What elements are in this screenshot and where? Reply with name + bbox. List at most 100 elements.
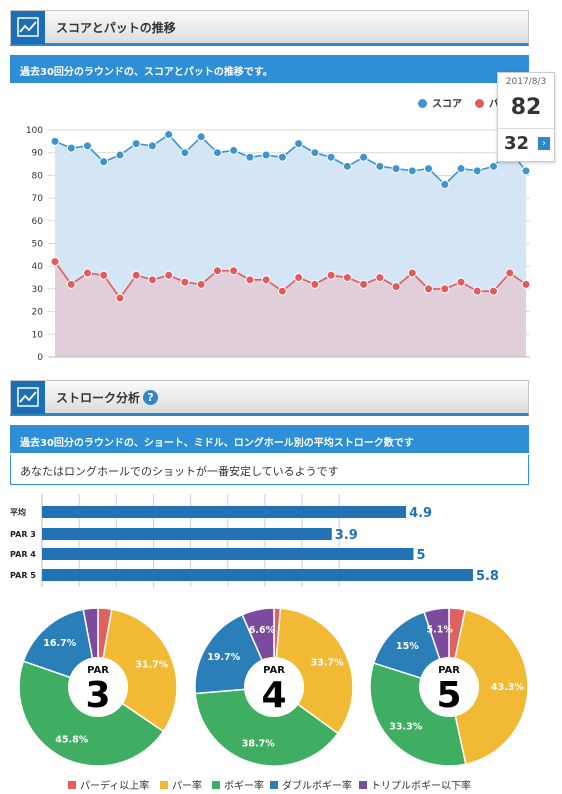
pie-slice-label: 33.3% [389, 721, 422, 732]
pie-center [68, 657, 128, 717]
chevron-right-icon[interactable]: › [538, 137, 550, 150]
putt-point [505, 268, 515, 278]
pie-slice [448, 608, 529, 766]
pie-legend-birdie: パーディ以上率 [68, 777, 149, 792]
score-point [164, 130, 174, 140]
putt-point [99, 270, 109, 280]
stroke-analysis-section-header: ストローク分析 ? [10, 380, 529, 416]
putt-point [359, 279, 369, 289]
score-point [310, 148, 320, 158]
score-point [359, 152, 369, 162]
legend-putt[interactable]: パ [475, 95, 499, 110]
legend-label: パー率 [172, 781, 202, 792]
score-point [180, 148, 190, 158]
putt-point [50, 257, 60, 267]
putt-point [115, 293, 125, 303]
score-point [407, 166, 417, 176]
score-point [229, 145, 239, 155]
putt-point [375, 273, 385, 283]
stroke-analysis-description: 過去30回分のラウンドの、ショート、ミドル、ロングホール別の平均ストローク数です [10, 425, 529, 453]
y-tick-label: 70 [32, 194, 44, 204]
y-tick-label: 40 [32, 262, 44, 272]
pie-slice-label: 33.7% [311, 658, 344, 669]
pie-center-number: 4 [261, 675, 286, 716]
legend-score[interactable]: スコア [418, 95, 462, 110]
score-point [277, 152, 287, 162]
score-point [489, 161, 499, 171]
score-point [66, 143, 76, 153]
score-point [261, 150, 271, 160]
score-point [99, 157, 109, 167]
score-point [50, 136, 60, 146]
bar-category-label: PAR 3 [10, 530, 36, 539]
putt-point [521, 279, 531, 289]
legend-swatch [270, 781, 278, 789]
score-point [147, 141, 157, 151]
pie-center-number: 3 [85, 675, 110, 716]
score-point [131, 139, 141, 149]
y-tick-label: 0 [37, 353, 43, 363]
pie-center [244, 657, 304, 717]
putt-point [294, 273, 304, 283]
score-point [521, 166, 531, 176]
pie-center-par-label: PAR [438, 665, 460, 676]
putt-point [424, 284, 434, 294]
putt-point [472, 286, 482, 296]
putt-point [245, 275, 255, 285]
putt-point [82, 268, 92, 278]
y-tick-label: 30 [32, 285, 44, 295]
score-point [440, 179, 450, 189]
legend-swatch [160, 781, 168, 789]
pie-legend-par: パー率 [160, 777, 202, 792]
score-point [212, 148, 222, 158]
help-icon[interactable]: ? [143, 390, 158, 405]
putt-point [212, 266, 222, 276]
score-legend-dot [418, 99, 427, 108]
data-tooltip: 2017/8/3 82 32 › [497, 72, 555, 162]
y-tick-label: 60 [32, 217, 44, 227]
bar [42, 569, 473, 581]
putt-point [196, 279, 206, 289]
section-title: ストローク分析 [56, 391, 141, 405]
legend-swatch [68, 781, 76, 789]
line-chart-icon [11, 11, 45, 44]
putt-legend-dot [475, 99, 484, 108]
pie-slice [273, 607, 354, 735]
putt-point [326, 270, 336, 280]
tooltip-score: 82 [510, 95, 542, 120]
score-putt-section-header: スコアとパットの推移 [10, 10, 529, 46]
putt-point [440, 284, 450, 294]
pie-slice-label: 16.7% [43, 638, 76, 649]
pie-slice [97, 608, 178, 733]
bar-category-label: 平均 [10, 507, 26, 517]
score-point [115, 150, 125, 160]
pie-legend-triple: トリプルボギー以下率 [359, 777, 471, 792]
pie-slice-label: 5.1% [426, 624, 453, 635]
putt-point [342, 273, 352, 283]
bar [42, 528, 332, 540]
putt-point [229, 266, 239, 276]
legend-label: ダブルボギー率 [282, 781, 352, 792]
score-point [342, 161, 352, 171]
legend-score-label: スコア [432, 99, 462, 110]
score-point [294, 139, 304, 149]
putt-point [391, 282, 401, 292]
pie-slice-label: 15% [396, 641, 419, 652]
bar-value-label: 5 [417, 548, 426, 563]
bar [42, 506, 407, 518]
score-point [82, 141, 92, 151]
score-putt-description: 過去30回分のラウンドの、スコアとパットの推移です。 [10, 55, 529, 83]
score-point [391, 164, 401, 174]
y-tick-label: 10 [32, 330, 44, 340]
putt-point [489, 286, 499, 296]
legend-putt-label: パ [489, 99, 499, 110]
pie-slice-label: 19.7% [207, 652, 240, 663]
score-point [245, 152, 255, 162]
legend-swatch [359, 781, 367, 789]
putt-area [55, 261, 526, 357]
score-putt-line-chart: 0 10 20 30 40 50 60 70 80 90 100 [26, 126, 531, 363]
putt-point [310, 279, 320, 289]
putt-point [147, 275, 157, 285]
pie-slice-label: 31.7% [135, 659, 168, 670]
